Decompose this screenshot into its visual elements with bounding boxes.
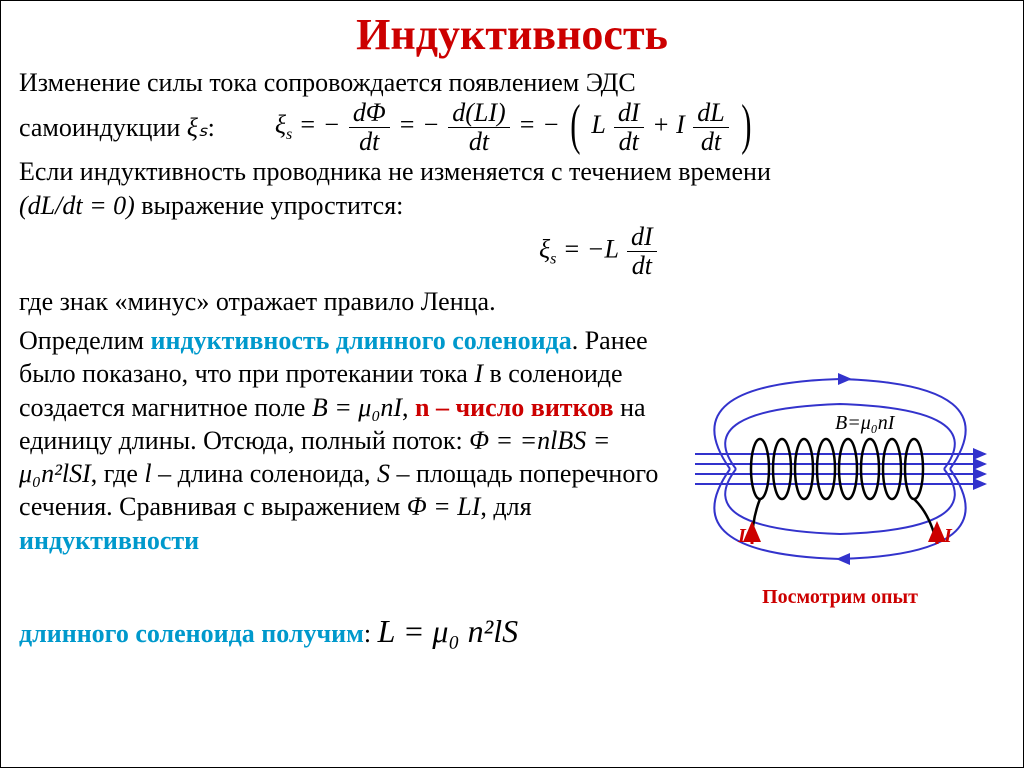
text: Если индуктивность проводника не изменяе… <box>19 157 771 186</box>
highlight-blue: индуктивность длинного соленоида <box>151 326 572 355</box>
var-phi: Φ = <box>469 426 513 455</box>
highlight-blue: индуктивности <box>19 526 199 555</box>
paragraph-3: где знак «минус» отражает правило Ленца. <box>19 285 1005 318</box>
eq-op: = − <box>299 110 341 139</box>
frac-num: d(LI) <box>448 100 509 128</box>
var-l: l <box>144 459 151 488</box>
final-line: длинного соленоида получим: L = μ₀ n²lS <box>19 611 1005 652</box>
frac-num: dI <box>627 224 657 252</box>
text: Изменение силы тока сопровождается появл… <box>19 68 636 97</box>
xi-symbol: ξₛ <box>187 113 208 142</box>
highlight-red: n – число витков <box>415 393 614 422</box>
frac-den: dt <box>349 128 390 155</box>
text: Определим <box>19 326 151 355</box>
frac-den: dt <box>627 252 657 279</box>
equation-2: ξs = −L dIdt <box>539 224 1005 279</box>
diagram-label-B: B=μ₀nI <box>835 412 896 434</box>
paragraph-2: Если индуктивность проводника не изменяе… <box>19 155 1005 188</box>
paren-r: ) <box>741 97 751 153</box>
eq-lhs: ξ <box>539 234 550 263</box>
eq-plus: + I <box>652 110 685 139</box>
colon: : <box>364 619 378 648</box>
frac-den: dt <box>693 128 728 155</box>
diagram-caption: Посмотрим опыт <box>675 586 1005 609</box>
eq-op: = − <box>518 110 560 139</box>
paragraph-4: Определим индуктивность длинного соленои… <box>19 324 665 557</box>
text: – длина соленоида, <box>152 459 377 488</box>
frac-den: dt <box>448 128 509 155</box>
var-S: S <box>377 459 390 488</box>
highlight-blue: длинного соленоида получим <box>19 619 364 648</box>
text: , для <box>480 492 531 521</box>
var-I: I <box>474 359 483 388</box>
frac-den: dt <box>614 128 644 155</box>
frac-num: dI <box>614 100 644 128</box>
equation-1: ξs = − dΦdt = − d(LI)dt = − ( L dIdt + I… <box>275 99 756 155</box>
slide-title: Индуктивность <box>19 9 1005 60</box>
eq-op: = −L <box>563 234 619 263</box>
frac-num: dΦ <box>349 100 390 128</box>
frac-num: dL <box>693 100 728 128</box>
comma: , <box>402 393 415 422</box>
text: выражение упростится: <box>135 191 404 220</box>
eq-sub: s <box>550 250 556 267</box>
eq-inline: B = μ₀nI <box>312 393 402 422</box>
diagram-label-I-left: I <box>737 525 747 547</box>
solenoid-diagram: B=μ₀nI I I <box>680 364 1000 574</box>
text-italic: (dL/dt = 0) <box>19 191 135 220</box>
text: , где <box>91 459 145 488</box>
solenoid-diagram-panel: B=μ₀nI I I Посмотрим опыт <box>675 324 1005 609</box>
diagram-label-I-right: I <box>943 525 953 547</box>
final-formula: L = μ₀ n²lS <box>378 613 518 649</box>
paragraph-1b: самоиндукции ξₛ: <box>19 111 215 144</box>
paragraph-2b: (dL/dt = 0) выражение упростится: <box>19 189 1005 222</box>
paren-l: ( <box>570 97 580 153</box>
eq-L: L <box>591 110 605 139</box>
paragraph-1: Изменение силы тока сопровождается появл… <box>19 66 1005 99</box>
text: самоиндукции <box>19 113 187 142</box>
eq-inline: Φ = LI <box>407 492 480 521</box>
eq-lhs: ξ <box>275 110 286 139</box>
eq-sub: s <box>286 126 292 143</box>
eq-op: = − <box>398 110 440 139</box>
colon: : <box>208 113 215 142</box>
